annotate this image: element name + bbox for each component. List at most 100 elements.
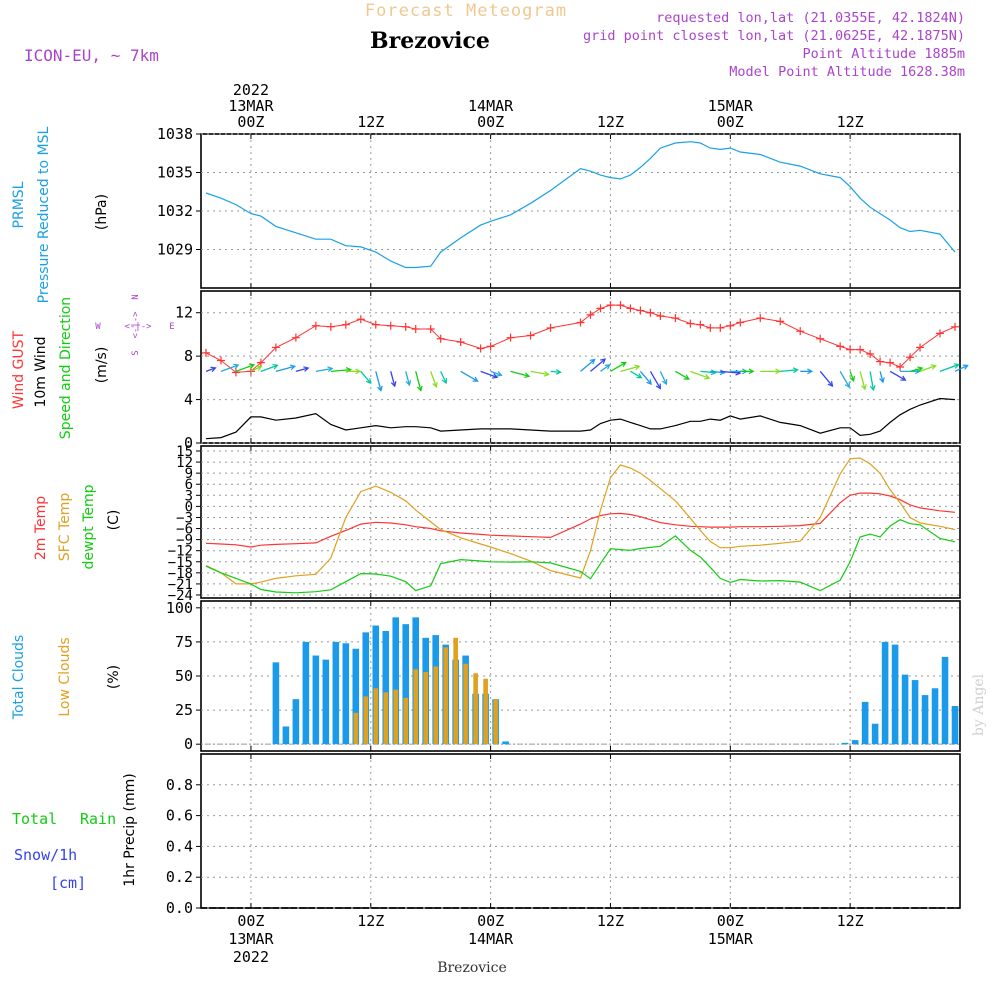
gust-marker [636, 306, 645, 315]
wind-ytick-label: 8 [184, 347, 193, 365]
compass-w: W [95, 322, 101, 332]
gust-marker [736, 318, 745, 327]
wind-arrow-head [917, 366, 924, 372]
gust-marker [231, 368, 240, 377]
gust-line [205, 304, 956, 373]
gust-marker [526, 331, 535, 340]
wind-arrow-head [416, 385, 423, 392]
wind-arrow [690, 370, 710, 379]
total-cloud-bar [372, 625, 380, 745]
temp2m-label: 2m Temp [33, 496, 49, 560]
wind-arrow-head [710, 369, 717, 376]
wind-arrow [869, 371, 875, 391]
gust-marker [546, 323, 555, 332]
wind-panel-labels: Wind GUST 10m Wind Speed and Direction (… [11, 294, 175, 439]
panels: 102910321035103804812−24−21−18−15−12−9−6… [157, 125, 969, 917]
wind-arrow [460, 370, 478, 382]
gust-marker [271, 343, 280, 352]
pressure-unit: (hPa) [94, 194, 110, 230]
gust-marker [616, 301, 625, 310]
gust-marker [951, 322, 960, 331]
wind-arrow-head [879, 377, 885, 384]
total-cloud-bar [342, 643, 350, 745]
wind-arrow [205, 367, 216, 372]
gust-marker [201, 348, 210, 357]
gust-marker [586, 310, 595, 319]
wind-arrow [849, 371, 855, 382]
temp-ytick-label: 12 [176, 455, 193, 471]
cloud-ytick-label: 100 [166, 599, 193, 617]
total-label: Total [12, 810, 57, 828]
wind-arrow [590, 358, 606, 372]
total-cloud-bar [382, 631, 390, 745]
time-label: 12Z [837, 912, 864, 930]
wind-arrow [315, 367, 333, 372]
gust-label: Wind GUST [11, 330, 27, 409]
requested-coords: requested lon,lat (21.0355E, 42.1824N) [656, 10, 965, 26]
wind-arrow [375, 371, 382, 391]
top-time-label: 15MAR [708, 97, 754, 115]
precip-ytick-label: 0.8 [166, 776, 193, 794]
top-time-label: 14MAR [468, 97, 514, 115]
total-cloud-bar [362, 632, 370, 745]
wind-arrow-head [661, 379, 668, 386]
wind-arrow-head [441, 377, 448, 385]
gust-marker [866, 349, 875, 358]
wind-arrow [859, 371, 866, 390]
gust-marker [386, 321, 395, 330]
low-cloud-bar [453, 637, 458, 745]
wind-arrow-head [844, 382, 850, 389]
wind-arrow-head [432, 381, 438, 389]
gust-marker [886, 358, 895, 367]
model-altitude: Model Point Altitude 1628.38m [729, 64, 965, 80]
gust-marker [506, 333, 515, 342]
gust-marker [426, 325, 435, 333]
gust-marker [846, 345, 855, 354]
wind-arrow [954, 364, 968, 372]
low-cloud-bar [413, 669, 419, 745]
gust-marker [411, 325, 420, 333]
wind-ytick-label: 12 [175, 304, 193, 322]
gust-marker [716, 323, 725, 332]
cloud-ytick-label: 25 [175, 701, 193, 719]
low-clouds-label: Low Clouds [57, 637, 73, 716]
wind-arrow [919, 365, 936, 372]
low-cloud-bar [463, 663, 468, 745]
temp-ytick-label: −9 [176, 533, 193, 549]
rain-label: Rain [80, 810, 116, 828]
wind-unit: (m/s) [94, 347, 110, 384]
wind-frame [200, 290, 961, 444]
wind-arrow [490, 370, 502, 376]
time-label: 00Z [717, 912, 744, 930]
temp-unit: (C) [106, 510, 122, 531]
wind-arrow [630, 370, 642, 379]
pressure-line [205, 141, 956, 269]
wind-arrow [639, 370, 652, 385]
wind-arrow-head [248, 363, 256, 369]
wind-arrow [250, 365, 262, 372]
top-time-label: 00Z [477, 113, 504, 131]
wind-arrow-head [953, 363, 960, 369]
wind-arrow-head [524, 372, 531, 379]
total-cloud-bar [921, 695, 929, 745]
wind-arrow-head [272, 363, 279, 370]
total-cloud-bar [302, 641, 310, 745]
top-time-label: 12Z [837, 113, 864, 131]
wind-arrow-head [600, 358, 607, 364]
prmsl-label: PRMSL [11, 181, 27, 228]
wind-ytick-label: 4 [184, 391, 193, 409]
time-label: 2022 [233, 948, 269, 966]
total-cloud-bar [392, 617, 400, 745]
wind-arrow-head [827, 381, 834, 387]
gust-marker [326, 322, 335, 331]
gust-marker [876, 357, 885, 366]
model-name: ICON-EU, ~ 7km [24, 46, 159, 65]
point-altitude: Point Altitude 1885m [802, 46, 965, 62]
wind-arrow-head [849, 375, 855, 383]
wind-dir-label: Speed and Direction [58, 297, 74, 439]
cloud-panel: 0 25 50 75 100 [166, 599, 961, 753]
dewpt-line [205, 519, 956, 594]
gust-marker [486, 342, 495, 351]
